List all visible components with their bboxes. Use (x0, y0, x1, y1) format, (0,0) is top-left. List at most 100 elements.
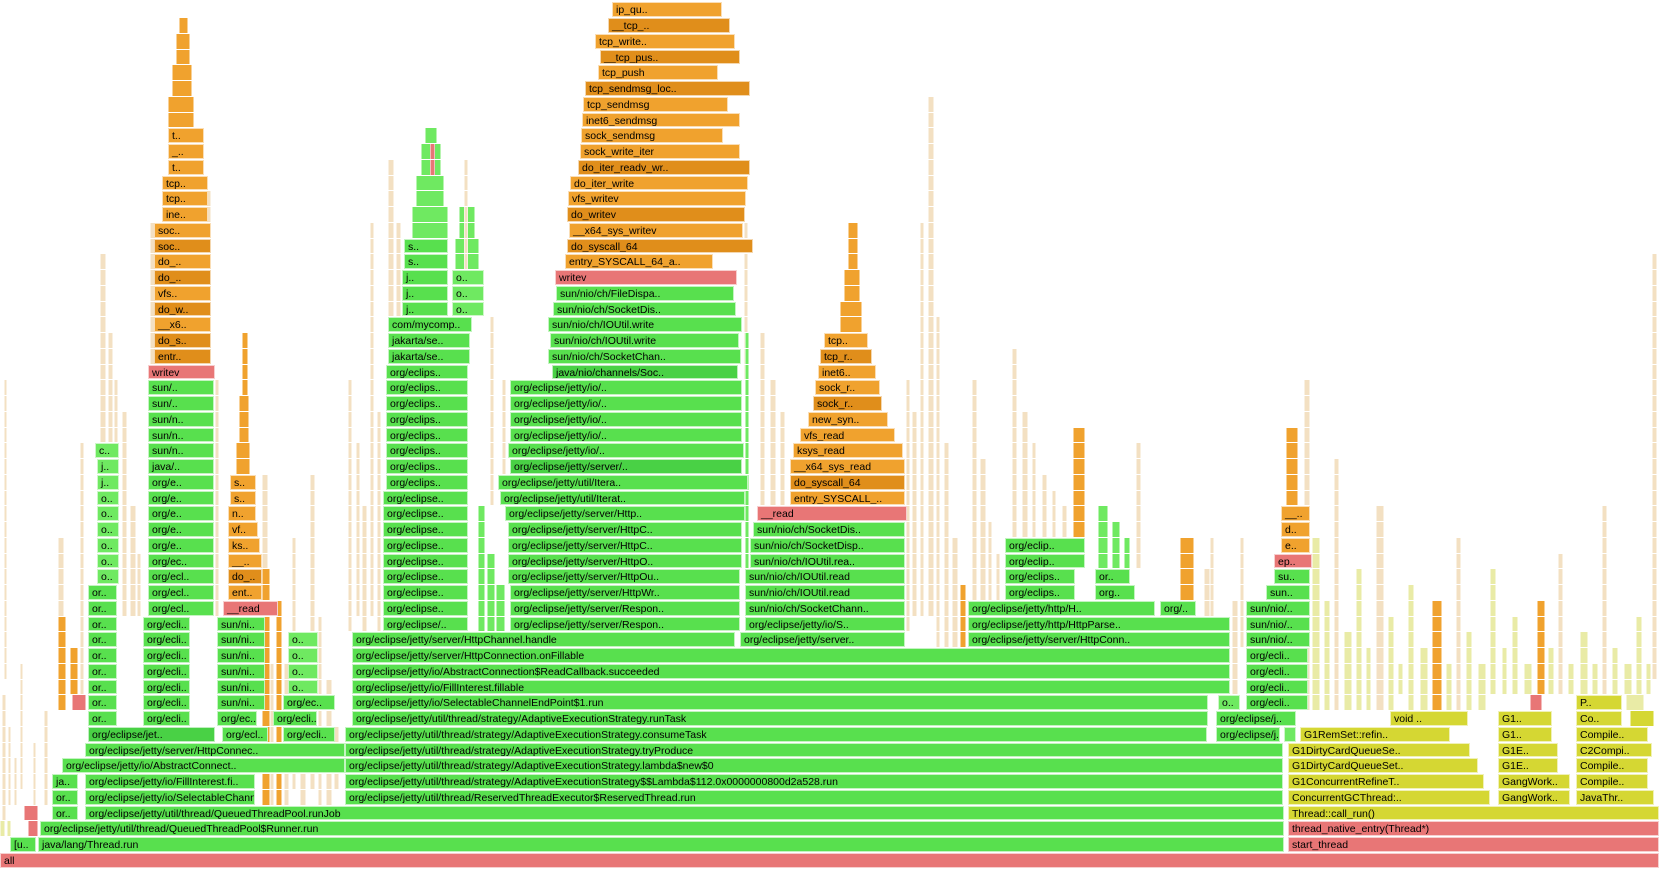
sliver-frame[interactable] (4, 600, 7, 616)
frame[interactable]: ksys_read (793, 443, 903, 459)
sliver-frame[interactable] (1512, 616, 1518, 632)
sliver-frame[interactable] (292, 553, 296, 569)
sliver-frame[interactable] (33, 758, 36, 774)
sliver-frame[interactable] (1334, 459, 1339, 474)
frame[interactable]: o.. (97, 506, 119, 522)
sliver-frame[interactable] (1240, 537, 1244, 553)
frame[interactable]: org/eclipse/jetty/util/Iterat.. (500, 490, 745, 506)
sliver-frame[interactable] (1580, 679, 1588, 695)
sliver-frame[interactable] (1344, 632, 1352, 648)
sliver-frame[interactable] (490, 364, 494, 380)
sliver-frame[interactable] (1334, 616, 1339, 632)
sliver-frame[interactable] (1324, 663, 1330, 679)
sliver-frame[interactable] (1652, 616, 1657, 632)
frame[interactable]: or.. (88, 695, 117, 711)
frame[interactable]: j.. (97, 459, 119, 474)
sliver-frame[interactable] (1398, 663, 1403, 679)
sliver-frame[interactable] (490, 411, 494, 427)
sliver-frame[interactable] (1180, 569, 1194, 585)
sliver-frame[interactable] (960, 600, 966, 616)
sliver-frame[interactable] (242, 333, 248, 348)
frame[interactable]: or.. (88, 632, 117, 648)
sliver-frame[interactable] (920, 537, 924, 553)
frame[interactable]: org/eclipse/jetty/io/.. (510, 427, 742, 443)
sliver-frame[interactable] (1537, 616, 1545, 632)
sliver-frame[interactable] (960, 585, 966, 600)
sliver-frame[interactable] (1376, 663, 1384, 679)
sliver-frame[interactable] (487, 585, 495, 600)
sliver-frame[interactable] (920, 317, 924, 333)
frame[interactable]: org/eclipse/jetty/io/S.. (745, 616, 905, 632)
sliver-frame[interactable] (348, 522, 352, 537)
sliver-frame[interactable] (348, 459, 352, 474)
sliver-frame[interactable] (1366, 695, 1371, 711)
sliver-frame[interactable] (980, 459, 986, 474)
sliver-frame[interactable] (1652, 270, 1657, 285)
frame[interactable]: org/eclips.. (386, 443, 468, 459)
frame[interactable]: org/ecli.. (273, 711, 317, 726)
sliver-frame[interactable] (1344, 695, 1352, 711)
sliver-frame[interactable] (356, 537, 360, 553)
sliver-frame[interactable] (362, 600, 367, 616)
frame[interactable]: org/eclips.. (386, 364, 468, 380)
frame[interactable]: P.. (1576, 695, 1622, 711)
sliver-frame[interactable] (1446, 679, 1452, 695)
sliver-frame[interactable] (310, 490, 315, 506)
sliver-frame[interactable] (745, 490, 749, 506)
sliver-frame[interactable] (1032, 459, 1036, 474)
sliver-frame[interactable] (70, 648, 78, 663)
frame[interactable]: writev (148, 364, 215, 380)
sliver-frame[interactable] (20, 726, 23, 742)
sliver-frame[interactable] (936, 348, 940, 364)
sliver-frame[interactable] (1240, 600, 1244, 616)
sliver-frame[interactable] (276, 726, 282, 742)
sliver-frame[interactable] (356, 553, 360, 569)
frame[interactable]: tcp.. (162, 191, 208, 207)
sliver-frame[interactable] (1580, 632, 1588, 648)
sliver-frame[interactable] (215, 522, 219, 537)
sliver-frame[interactable] (770, 490, 776, 506)
sliver-frame[interactable] (4, 616, 7, 632)
sliver-frame[interactable] (464, 159, 468, 175)
sliver-frame[interactable] (80, 648, 84, 663)
sliver-frame[interactable] (770, 427, 776, 443)
sliver-frame[interactable] (1490, 663, 1496, 679)
sliver-frame[interactable] (130, 522, 136, 537)
sliver-frame[interactable] (1304, 490, 1310, 506)
sliver-frame[interactable] (936, 396, 940, 411)
sliver-frame[interactable] (1502, 663, 1507, 679)
sliver-frame[interactable] (356, 490, 360, 506)
sliver-frame[interactable] (1652, 443, 1657, 459)
sliver-frame[interactable] (1098, 522, 1108, 537)
sliver-frame[interactable] (1478, 695, 1486, 711)
sliver-frame[interactable] (928, 380, 934, 396)
sliver-frame[interactable] (122, 506, 127, 522)
frame[interactable]: org/eclipse.. (383, 569, 468, 585)
sliver-frame[interactable] (745, 506, 749, 522)
sliver-frame[interactable] (1286, 443, 1298, 459)
frame[interactable]: org/eclip.. (1005, 553, 1085, 569)
sliver-frame[interactable] (502, 443, 506, 459)
sliver-frame[interactable] (8, 789, 11, 805)
frame[interactable]: java/.. (148, 459, 214, 474)
sliver-frame[interactable] (1558, 616, 1563, 632)
sliver-frame[interactable] (1652, 333, 1657, 348)
sliver-frame[interactable] (960, 632, 966, 648)
sliver-frame[interactable] (4, 663, 7, 679)
sliver-frame[interactable] (4, 537, 7, 553)
sliver-frame[interactable] (310, 537, 315, 553)
sliver-frame[interactable] (262, 585, 270, 600)
sliver-frame[interactable] (262, 711, 270, 726)
sliver-frame[interactable] (370, 474, 374, 490)
sliver-frame[interactable] (4, 569, 7, 585)
sliver-frame[interactable] (1646, 679, 1651, 695)
sliver-frame[interactable] (760, 490, 765, 506)
sliver-frame[interactable] (928, 537, 934, 553)
sliver-frame[interactable] (920, 474, 924, 490)
sliver-frame[interactable] (1334, 632, 1339, 648)
frame[interactable]: org/eclipse/jetty/server/HttpC.. (508, 522, 742, 537)
sliver-frame[interactable] (912, 569, 917, 585)
frame[interactable]: writev (555, 270, 737, 285)
sliver-frame[interactable] (1334, 600, 1339, 616)
sliver-frame[interactable] (326, 679, 332, 695)
